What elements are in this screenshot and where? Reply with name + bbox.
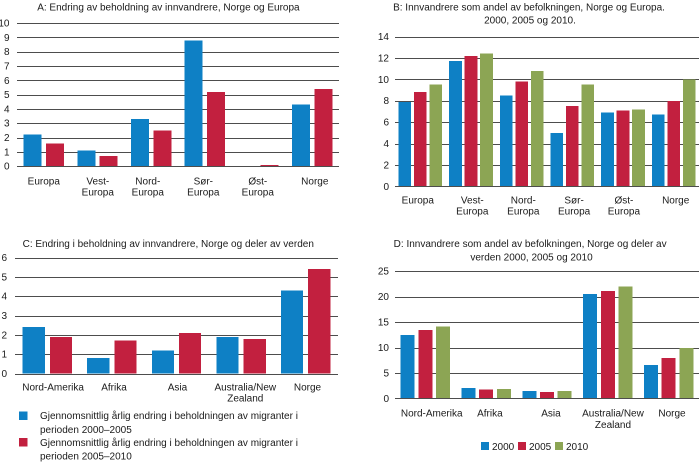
svg-text:0: 0 [4,162,10,173]
svg-text:Europa: Europa [456,206,489,217]
svg-text:2: 2 [383,160,389,171]
svg-text:0: 0 [383,182,389,193]
svg-text:5: 5 [383,368,389,379]
svg-text:Nord-Amerika: Nord-Amerika [22,383,84,394]
svg-text:Europa: Europa [28,176,61,187]
svg-text:Zealand: Zealand [595,420,631,431]
svg-text:Europa: Europa [82,188,115,199]
svg-text:Nord-Amerika: Nord-Amerika [401,409,463,420]
svg-text:9: 9 [4,33,10,44]
svg-text:Europa: Europa [242,188,275,199]
svg-text:0: 0 [1,369,7,380]
svg-text:Asia: Asia [168,383,188,394]
svg-text:7: 7 [4,62,10,73]
svg-text:5: 5 [4,90,10,101]
svg-text:2000, 2005 og 2010.: 2000, 2005 og 2010. [484,16,576,27]
svg-text:Gjennomsnittlig årlig endring: Gjennomsnittlig årlig endring i beholdni… [40,437,298,449]
svg-text:0: 0 [383,394,389,405]
svg-text:25: 25 [378,267,390,278]
svg-text:8: 8 [4,47,10,58]
svg-text:4: 4 [1,292,7,303]
svg-text:Europa: Europa [558,206,591,217]
svg-text:Sør-: Sør- [194,176,213,187]
svg-text:Norge: Norge [301,176,329,187]
svg-text:2010: 2010 [566,442,589,453]
svg-text:5: 5 [1,272,7,283]
svg-text:Nord-: Nord- [135,176,160,187]
svg-text:perioden 2000–2005: perioden 2000–2005 [40,425,132,436]
svg-text:10: 10 [378,75,390,86]
svg-text:6: 6 [1,253,7,264]
svg-text:Nord-: Nord- [511,195,536,206]
svg-text:4: 4 [4,104,10,115]
svg-text:3: 3 [4,119,10,130]
svg-text:Europa: Europa [507,206,540,217]
svg-text:2: 2 [4,133,10,144]
svg-text:Afrika: Afrika [477,409,503,420]
svg-text:15: 15 [378,318,390,329]
svg-text:Europa: Europa [608,206,641,217]
svg-text:6: 6 [383,118,389,129]
svg-text:Vest-: Vest- [86,176,109,187]
svg-text:Europa: Europa [402,195,435,206]
svg-text:20: 20 [378,292,390,303]
svg-text:1: 1 [4,147,10,158]
svg-text:B: Innvandrere som andel av be: B: Innvandrere som andel av befolkningen… [393,3,665,14]
svg-text:2000: 2000 [492,442,515,453]
svg-text:Vest-: Vest- [461,195,484,206]
svg-text:Norge: Norge [294,383,322,394]
svg-text:8: 8 [383,96,389,107]
svg-text:perioden 2005–2010: perioden 2005–2010 [40,452,132,463]
svg-text:2: 2 [1,330,7,341]
svg-text:Zealand: Zealand [227,393,263,404]
svg-text:Sør-: Sør- [564,195,583,206]
svg-text:C: Endring i beholdning av inn: C: Endring i beholdning av innvandrere, … [23,239,314,250]
svg-text:Asia: Asia [541,409,561,420]
svg-text:2005: 2005 [529,442,552,453]
svg-text:Europa: Europa [132,188,165,199]
svg-text:Norge: Norge [662,195,690,206]
svg-text:14: 14 [378,32,390,43]
svg-text:Europa: Europa [187,188,220,199]
svg-text:4: 4 [383,139,389,150]
svg-text:1: 1 [1,350,7,361]
svg-text:Norge: Norge [658,409,686,420]
svg-text:Gjennomsnittlig årlig endring: Gjennomsnittlig årlig endring i beholdni… [40,410,298,422]
svg-text:A: Endring av beholdning av in: A: Endring av beholdning av innvandrere,… [37,3,300,14]
svg-text:D: Innvandrere som andel av be: D: Innvandrere som andel av befolkningen… [394,239,667,250]
svg-text:Afrika: Afrika [101,383,127,394]
svg-text:10: 10 [0,19,10,30]
svg-text:6: 6 [4,76,10,87]
svg-text:Øst-: Øst- [248,176,267,187]
svg-text:10: 10 [378,343,390,354]
svg-text:verden 2000, 2005 og 2010: verden 2000, 2005 og 2010 [470,253,593,264]
svg-text:Øst-: Øst- [614,195,633,206]
svg-text:12: 12 [378,53,390,64]
svg-text:3: 3 [1,311,7,322]
svg-text:Australia/New: Australia/New [582,409,644,420]
svg-text:Australia/New: Australia/New [214,383,276,394]
